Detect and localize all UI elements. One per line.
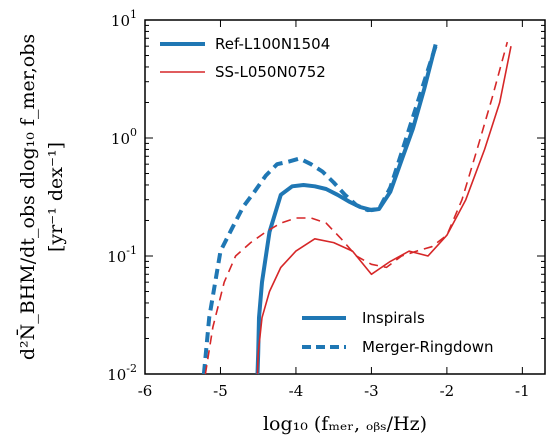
series-line-0 (255, 44, 438, 375)
x-tick-label: -6 (138, 382, 153, 400)
series-line-3 (204, 41, 509, 375)
y-tick-label: 10-1 (107, 244, 137, 266)
plot-area (144, 19, 546, 375)
series-line-1 (201, 45, 438, 375)
y-tick-label: 101 (111, 8, 137, 30)
x-tick-label: -2 (440, 382, 455, 400)
x-tick-label: -1 (515, 382, 530, 400)
legend-runs: Ref-L100N1504 SS-L050N0752 (160, 35, 330, 81)
x-tick-label: -4 (289, 382, 304, 400)
x-axis-label: log₁₀ (fₘₑᵣ, ₒᵦₛ/Hz) (263, 413, 427, 435)
legend-ss-label: SS-L050N0752 (215, 63, 326, 81)
x-tick-label: -5 (213, 382, 228, 400)
y-axis-label-line2: [yr⁻¹ dex⁻¹] (45, 142, 67, 252)
legend-merger-label: Merger-Ringdown (362, 338, 494, 356)
y-axis-label-line1: d²N̄_BHM/dt_obs dlog₁₀ f_mer,obs (16, 34, 39, 360)
legend-inspirals-label: Inspirals (362, 309, 425, 327)
series-layer (201, 41, 512, 375)
x-tick-label: -3 (364, 382, 379, 400)
y-tick-label: 100 (111, 126, 137, 148)
legend-ref-label: Ref-L100N1504 (215, 35, 330, 53)
y-tick-label: 10-2 (107, 362, 137, 384)
tick-layer: -6 -5 -4 -3 -2 -1 10-2 10-1 100 101 (107, 8, 545, 400)
series-line-2 (256, 46, 512, 375)
legend-types: Inspirals Merger-Ringdown (302, 309, 494, 356)
